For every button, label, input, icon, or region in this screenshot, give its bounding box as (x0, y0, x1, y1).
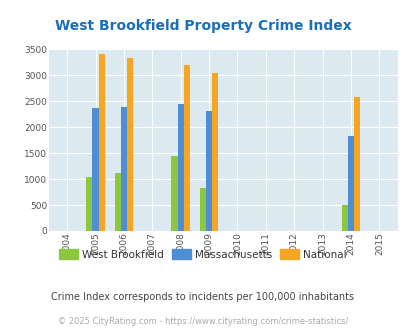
Bar (177, 105, 183, 231)
Text: West Brookfield Property Crime Index: West Brookfield Property Crime Index (55, 19, 350, 33)
Bar (212, 73, 218, 231)
Bar (86, 177, 92, 231)
Bar (98, 54, 104, 231)
Bar (127, 58, 133, 231)
Bar (341, 205, 347, 231)
Bar (92, 108, 98, 231)
Bar (199, 188, 205, 231)
Legend: West Brookfield, Massachusetts, National: West Brookfield, Massachusetts, National (55, 245, 350, 264)
Text: © 2025 CityRating.com - https://www.cityrating.com/crime-statistics/: © 2025 CityRating.com - https://www.city… (58, 317, 347, 326)
Bar (121, 107, 127, 231)
Text: Crime Index corresponds to incidents per 100,000 inhabitants: Crime Index corresponds to incidents per… (51, 292, 354, 302)
Bar (353, 97, 360, 231)
Bar (171, 156, 177, 231)
Bar (205, 111, 212, 231)
Bar (347, 136, 353, 231)
Bar (114, 173, 121, 231)
Bar (183, 65, 190, 231)
